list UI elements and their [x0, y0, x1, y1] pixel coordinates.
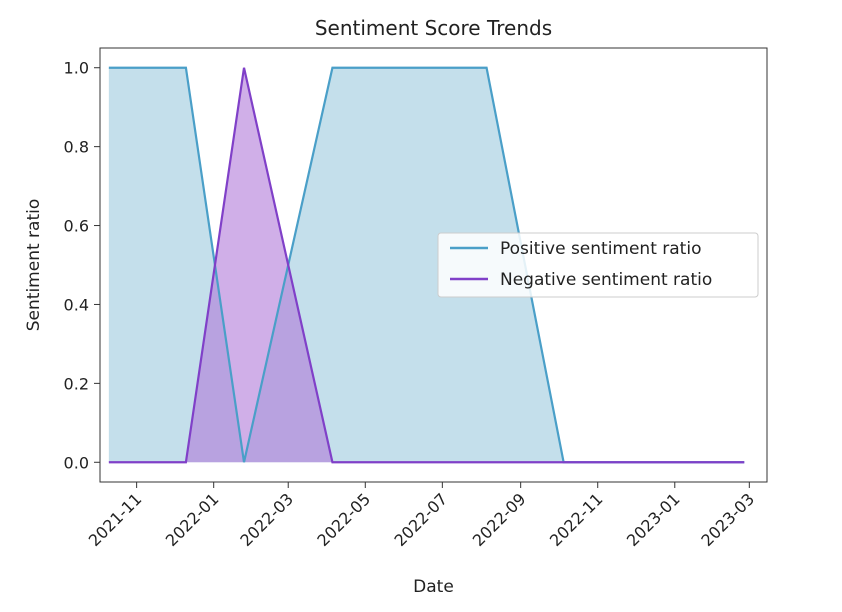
area-negative-sentiment-ratio [108, 67, 745, 463]
chart-title: Sentiment Score Trends [315, 16, 552, 40]
y-axis-label: Sentiment ratio [24, 199, 44, 331]
legend-label-negative: Negative sentiment ratio [500, 270, 712, 290]
y-tick-label: 0.6 [64, 217, 89, 236]
line-layer [108, 66, 745, 464]
plot-frame [99, 47, 768, 483]
x-axis-ticks: 2021-11 2022-01 2022-03 2022-05 2022-07 2022-… [85, 482, 758, 550]
line-negative-sentiment-ratio [108, 67, 745, 464]
x-tick-label: 2022-05 [313, 489, 374, 550]
area-layer [108, 67, 745, 463]
x-tick-label: 2022-11 [546, 489, 607, 550]
legend-label-positive: Positive sentiment ratio [500, 239, 701, 259]
x-axis-label: Date [413, 577, 454, 597]
x-tick-label: 2022-09 [469, 489, 530, 550]
y-tick-label: 0.8 [64, 138, 89, 157]
x-tick-label: 2023-03 [697, 489, 758, 550]
x-tick-label: 2022-07 [390, 489, 451, 550]
x-tick-label: 2022-01 [162, 489, 223, 550]
legend-box [437, 232, 759, 298]
x-tick-label: 2023-01 [623, 489, 684, 550]
y-tick-label: 0.4 [64, 295, 89, 314]
legend: Positive sentiment ratio Negative sentim… [437, 232, 759, 298]
y-tick-label: 0.2 [64, 374, 89, 393]
y-tick-label: 0.0 [64, 453, 89, 472]
y-tick-label: 1.0 [64, 59, 89, 78]
y-axis-ticks: 0.0 0.2 0.4 0.6 0.8 1.0 [64, 59, 100, 472]
x-tick-label: 2022-03 [236, 489, 297, 550]
x-tick-label: 2021-11 [85, 489, 146, 550]
